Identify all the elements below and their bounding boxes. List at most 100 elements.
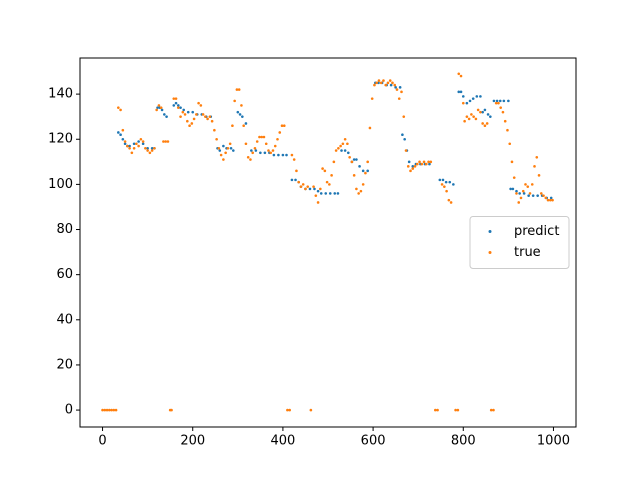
point: [112, 408, 116, 412]
point: [186, 119, 189, 123]
point: [258, 135, 261, 139]
point: [313, 187, 316, 191]
point: [144, 146, 147, 150]
point: [427, 160, 430, 164]
point: [343, 137, 347, 141]
legend-label: true: [514, 245, 541, 260]
point: [498, 99, 502, 103]
point: [272, 153, 276, 157]
point: [537, 174, 541, 177]
point: [542, 194, 545, 197]
point: [233, 99, 236, 103]
point: [328, 183, 331, 186]
point: [267, 149, 270, 152]
point: [336, 192, 340, 195]
point: [366, 160, 369, 164]
point: [188, 124, 191, 128]
point: [237, 88, 241, 91]
point: [522, 192, 526, 195]
point: [359, 189, 363, 193]
point: [101, 408, 104, 412]
point: [404, 149, 408, 152]
point: [137, 144, 140, 148]
point: [229, 146, 233, 150]
point: [476, 108, 480, 112]
point: [263, 151, 267, 155]
point: [486, 113, 490, 116]
point: [420, 162, 424, 166]
point: [156, 106, 159, 109]
point: [244, 142, 248, 146]
point: [264, 142, 268, 146]
point: [346, 151, 350, 155]
point: [282, 124, 286, 128]
point: [377, 79, 381, 82]
point: [429, 160, 433, 164]
point: [139, 137, 143, 141]
point: [457, 72, 461, 76]
point: [157, 104, 161, 107]
point: [379, 81, 383, 85]
point: [415, 162, 419, 166]
point: [339, 144, 342, 148]
point: [474, 117, 478, 121]
point: [485, 122, 489, 125]
point: [103, 408, 107, 412]
point: [191, 110, 195, 114]
point: [352, 174, 356, 177]
point: [319, 187, 322, 191]
point: [444, 180, 448, 184]
point: [255, 140, 259, 143]
point: [146, 149, 149, 152]
point: [527, 194, 530, 197]
point: [126, 144, 129, 148]
point: [128, 146, 131, 150]
point: [114, 408, 118, 412]
point: [528, 192, 532, 195]
point: [250, 149, 253, 152]
point: [536, 194, 539, 197]
point: [119, 108, 122, 112]
point: [141, 140, 145, 143]
point: [273, 144, 277, 148]
point: [481, 110, 484, 114]
point: [334, 149, 338, 152]
legend-box: [469, 216, 570, 269]
point: [492, 99, 496, 103]
point: [217, 146, 221, 150]
point: [357, 192, 360, 195]
point: [436, 408, 439, 412]
point: [179, 115, 182, 118]
point: [259, 151, 262, 155]
legend: predict true: [469, 216, 570, 269]
point: [449, 201, 453, 204]
legend-marker: [488, 230, 492, 233]
point: [119, 133, 122, 137]
point: [215, 137, 218, 141]
point: [411, 165, 415, 168]
point: [148, 151, 152, 155]
point: [218, 149, 222, 152]
point: [172, 97, 176, 100]
point: [176, 104, 180, 107]
point: [219, 153, 223, 157]
point: [445, 189, 448, 193]
point: [492, 408, 495, 412]
point: [251, 151, 254, 155]
point: [346, 142, 349, 146]
point: [447, 198, 451, 202]
point: [206, 117, 209, 121]
point: [135, 142, 138, 146]
y-tick-label: 20: [56, 357, 73, 372]
point: [495, 99, 499, 103]
x-tick-label: 200: [180, 434, 205, 449]
point: [489, 115, 492, 118]
point: [132, 142, 136, 146]
point: [494, 101, 498, 105]
point: [497, 101, 500, 105]
point: [231, 124, 234, 128]
point: [535, 156, 539, 159]
point: [222, 144, 225, 148]
point: [162, 140, 165, 143]
